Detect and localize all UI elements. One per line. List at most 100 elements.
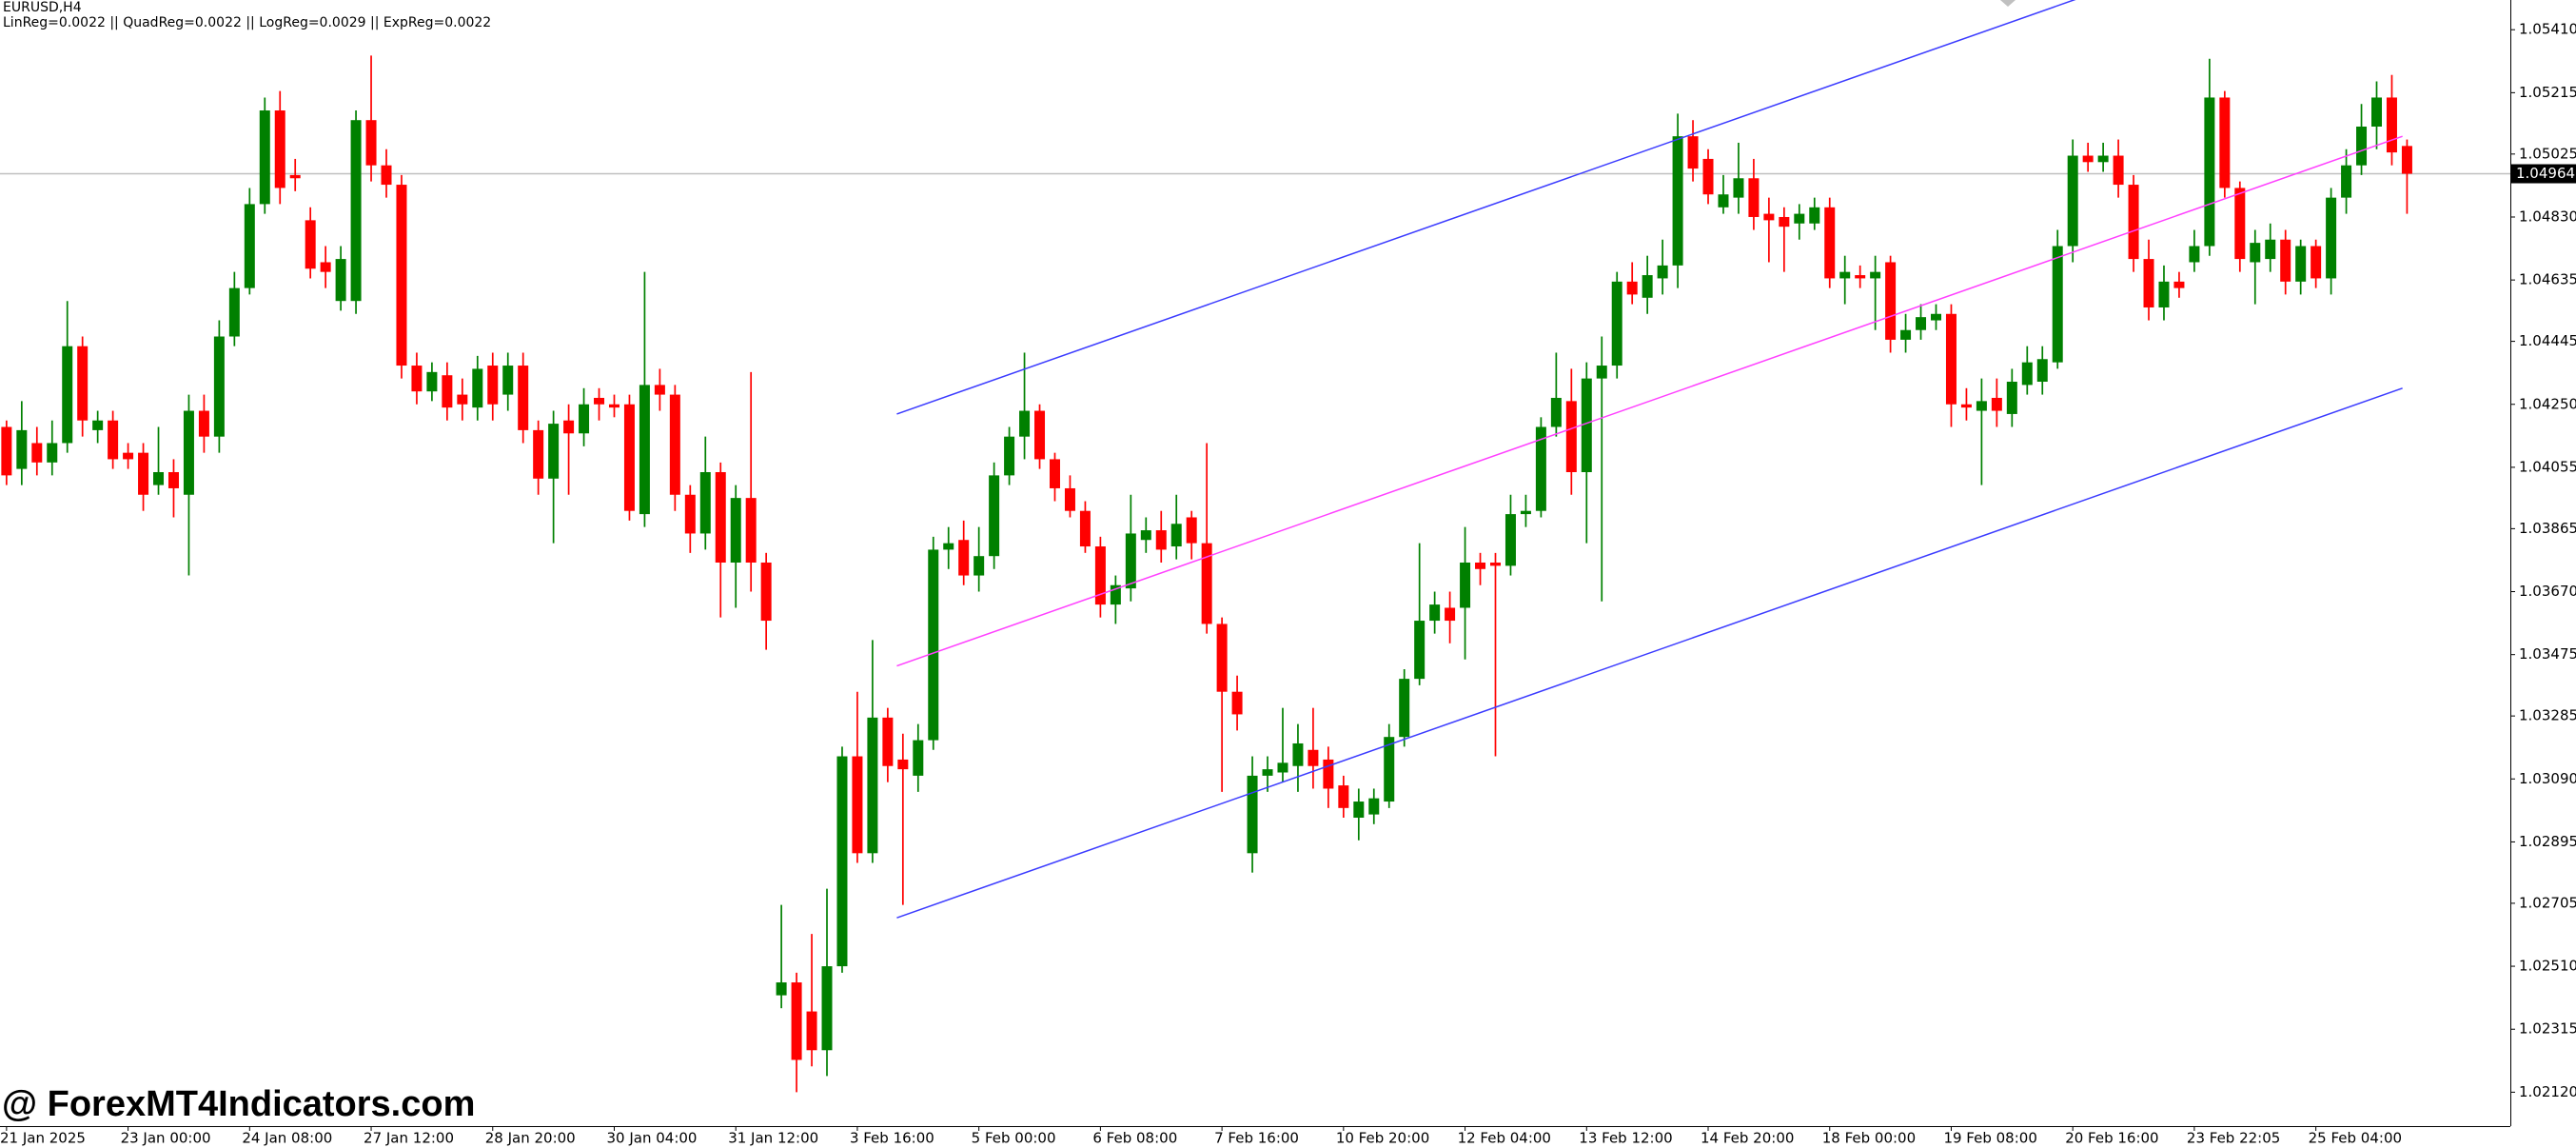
candle-body — [502, 366, 514, 395]
x-tick-label: 13 Feb 12:00 — [1579, 1130, 1672, 1147]
candle-body — [2219, 97, 2231, 188]
candle-body — [943, 543, 954, 550]
candle-body — [699, 471, 711, 534]
candle-body — [108, 420, 119, 460]
candle-body — [1429, 604, 1441, 622]
candle-body — [1308, 749, 1319, 766]
candle-body — [1079, 510, 1091, 547]
candle-body — [776, 982, 787, 996]
y-tick-label: 1.02315 — [2519, 1020, 2576, 1038]
candle-body — [320, 262, 331, 272]
candle-body — [1733, 178, 1744, 198]
candle-body — [1247, 775, 1258, 854]
x-tick-label: 31 Jan 12:00 — [728, 1130, 818, 1147]
candle-body — [639, 385, 650, 515]
candle-body — [396, 185, 407, 366]
candle-body — [928, 549, 939, 741]
candle-body — [244, 204, 255, 288]
regression-line — [896, 387, 2403, 919]
candle-body — [913, 740, 924, 776]
candle-body — [2341, 165, 2352, 198]
x-tick-label: 19 Feb 08:00 — [1943, 1130, 2036, 1147]
candle-body — [1824, 207, 1836, 279]
candle-body — [989, 475, 1000, 557]
candle-body — [47, 443, 58, 463]
watermark: @ ForexMT4Indicators.com — [2, 1084, 475, 1124]
candle-body — [1916, 317, 1927, 330]
candle-body — [1855, 275, 1866, 279]
candle-body — [153, 471, 165, 485]
candle-body — [1019, 410, 1031, 437]
candle-body — [1489, 562, 1501, 566]
candle-body — [973, 556, 985, 576]
candle-body — [1460, 562, 1471, 608]
candle-body — [1, 426, 12, 476]
candle-body — [2143, 259, 2154, 307]
candle-body — [791, 982, 802, 1060]
candle-body — [821, 966, 833, 1051]
candle-body — [1049, 459, 1060, 488]
y-tick-label: 1.04635 — [2519, 271, 2576, 288]
candle-body — [1368, 798, 1380, 815]
candle-body — [1323, 759, 1334, 789]
indicator-text: LinReg=0.0022 || QuadReg=0.0022 || LogRe… — [3, 15, 491, 30]
y-tick-label: 1.03670 — [2519, 583, 2576, 600]
candle-body — [381, 165, 392, 186]
candle-body — [1976, 401, 1987, 411]
candle-body — [2386, 97, 2397, 153]
candle-body — [1991, 397, 2002, 411]
candle-body — [669, 394, 680, 495]
candle-body — [1094, 546, 1106, 605]
candle-body — [2067, 155, 2078, 247]
candle-body — [2371, 97, 2383, 127]
x-tick-label: 18 Feb 00:00 — [1822, 1130, 1916, 1147]
candle-body — [2036, 359, 2048, 383]
candle-body — [1520, 510, 1531, 515]
x-tick-label: 5 Feb 00:00 — [972, 1130, 1056, 1147]
y-tick-label: 1.02705 — [2519, 894, 2576, 911]
marker — [2000, 0, 2016, 7]
candle-body — [1231, 691, 1243, 715]
candle-body — [259, 110, 270, 205]
candle-body — [1930, 313, 1941, 321]
candle-body — [1277, 762, 1288, 773]
candle-body — [77, 346, 88, 421]
x-tick-label: 23 Jan 00:00 — [121, 1130, 211, 1147]
candle-body — [1794, 213, 1805, 224]
candle-body — [745, 498, 757, 563]
candle-body — [228, 287, 240, 337]
y-tick-label: 1.04445 — [2519, 332, 2576, 349]
candle-body — [2356, 126, 2368, 166]
candle-body — [335, 259, 346, 302]
y-tick-label: 1.03865 — [2519, 520, 2576, 537]
candle-body — [2021, 362, 2033, 386]
candle-body — [2097, 155, 2109, 163]
candle-body — [608, 404, 619, 408]
candle-body — [867, 717, 878, 854]
candle-body — [1201, 543, 1212, 624]
x-tick-label: 24 Jan 08:00 — [242, 1130, 332, 1147]
x-tick-label: 12 Feb 04:00 — [1458, 1130, 1551, 1147]
candle-body — [31, 443, 43, 463]
regression-line — [896, 0, 2076, 415]
candle-body — [2204, 97, 2215, 247]
candle-body — [1596, 366, 1607, 379]
candle-body — [1140, 530, 1151, 541]
price-label-box — [2511, 164, 2576, 184]
candle-body — [92, 420, 104, 430]
x-tick-label: 3 Feb 16:00 — [850, 1130, 934, 1147]
plot-area — [0, 0, 2510, 1093]
candle-body — [1338, 785, 1349, 808]
candle-body — [1292, 742, 1304, 766]
candle-body — [897, 759, 909, 770]
candle-body — [1399, 679, 1410, 738]
candle-body — [2173, 281, 2185, 288]
candle-body — [2158, 281, 2170, 307]
candle-body — [1004, 436, 1015, 476]
x-tick-label: 10 Feb 20:00 — [1336, 1130, 1429, 1147]
candle-body — [1687, 136, 1699, 169]
candle-body — [2234, 188, 2246, 260]
candle-body — [2113, 155, 2124, 186]
